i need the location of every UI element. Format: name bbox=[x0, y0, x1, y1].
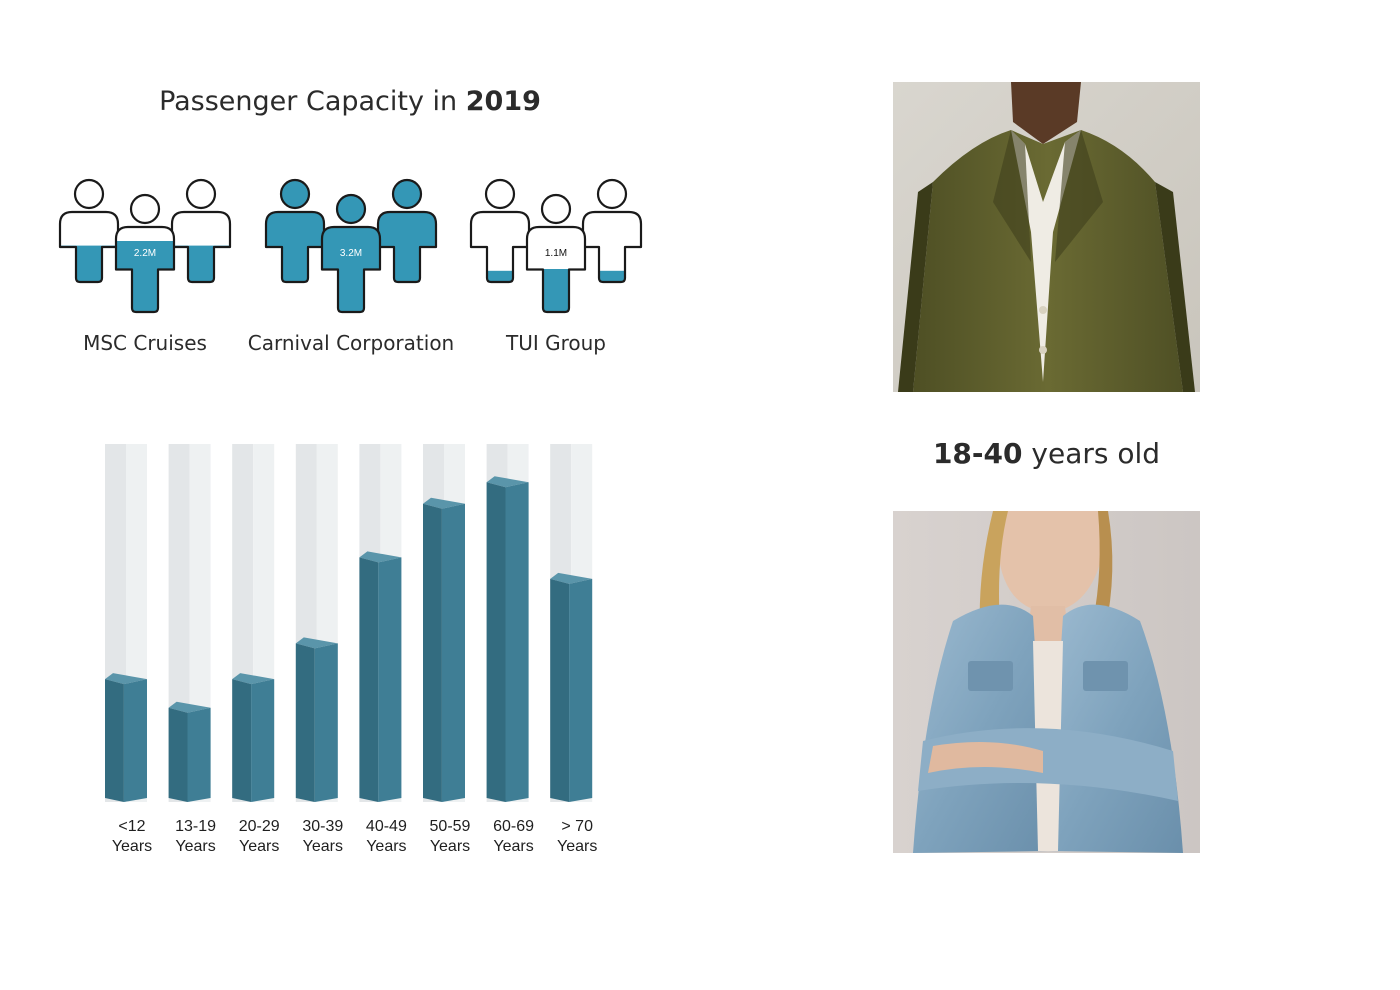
age-category-label: > 70 Years bbox=[557, 818, 598, 855]
company-carnival: 3.2M Carnival Corporation bbox=[248, 178, 454, 368]
man-in-olive-blazer-photo bbox=[893, 82, 1200, 392]
age-bar-chart bbox=[105, 444, 593, 802]
age-bar bbox=[232, 444, 275, 802]
age-bar bbox=[550, 444, 593, 802]
capacity-value-label: 1.1M bbox=[545, 248, 567, 259]
age-bar bbox=[295, 444, 338, 802]
age-category-label: <12 Years bbox=[111, 818, 153, 855]
person-center-icon bbox=[114, 193, 176, 314]
company-capacity-row: 2.2M MSC Cruises 3.2M Carnival Corporati… bbox=[0, 178, 700, 368]
capacity-value-label: 2.2M bbox=[134, 248, 156, 259]
age-category-label: 13-19 Years bbox=[175, 818, 217, 855]
person-center-icon bbox=[320, 193, 382, 314]
chart-title: Passenger Capacity in 2019 bbox=[0, 86, 700, 117]
age-bar bbox=[168, 444, 211, 802]
company-msc: 2.2M MSC Cruises bbox=[45, 178, 245, 368]
company-label: Carnival Corporation bbox=[247, 331, 455, 355]
age-bar bbox=[359, 444, 402, 802]
company-label: TUI Group bbox=[506, 331, 606, 355]
people-group-icon: 2.2M bbox=[58, 178, 232, 314]
company-label: MSC Cruises bbox=[83, 331, 207, 355]
people-group-icon: 3.2M bbox=[264, 178, 438, 314]
age-range-suffix: years old bbox=[1031, 437, 1161, 470]
age-category-label: 40-49 Years bbox=[365, 818, 407, 855]
age-bar bbox=[486, 444, 529, 802]
target-age-range: 18-40 years old bbox=[893, 437, 1200, 470]
person-center-icon bbox=[525, 193, 587, 314]
person-right-icon bbox=[581, 178, 643, 284]
person-left-icon bbox=[469, 178, 531, 284]
age-category-label: 20-29 Years bbox=[238, 818, 280, 855]
age-range-value: 18-40 bbox=[932, 437, 1023, 470]
company-tui: 1.1M TUI Group bbox=[456, 178, 656, 368]
title-prefix: Passenger Capacity in bbox=[159, 86, 458, 117]
age-bar bbox=[105, 444, 147, 802]
people-group-icon: 1.1M bbox=[469, 178, 643, 314]
age-category-label: 50-59 Years bbox=[429, 818, 471, 855]
title-year: 2019 bbox=[465, 86, 541, 117]
age-bar bbox=[423, 444, 465, 802]
age-category-label: 30-39 Years bbox=[302, 818, 344, 855]
age-category-label: 60-69 Years bbox=[493, 818, 535, 855]
capacity-value-label: 3.2M bbox=[340, 248, 362, 259]
woman-in-denim-jacket-photo bbox=[893, 511, 1200, 853]
